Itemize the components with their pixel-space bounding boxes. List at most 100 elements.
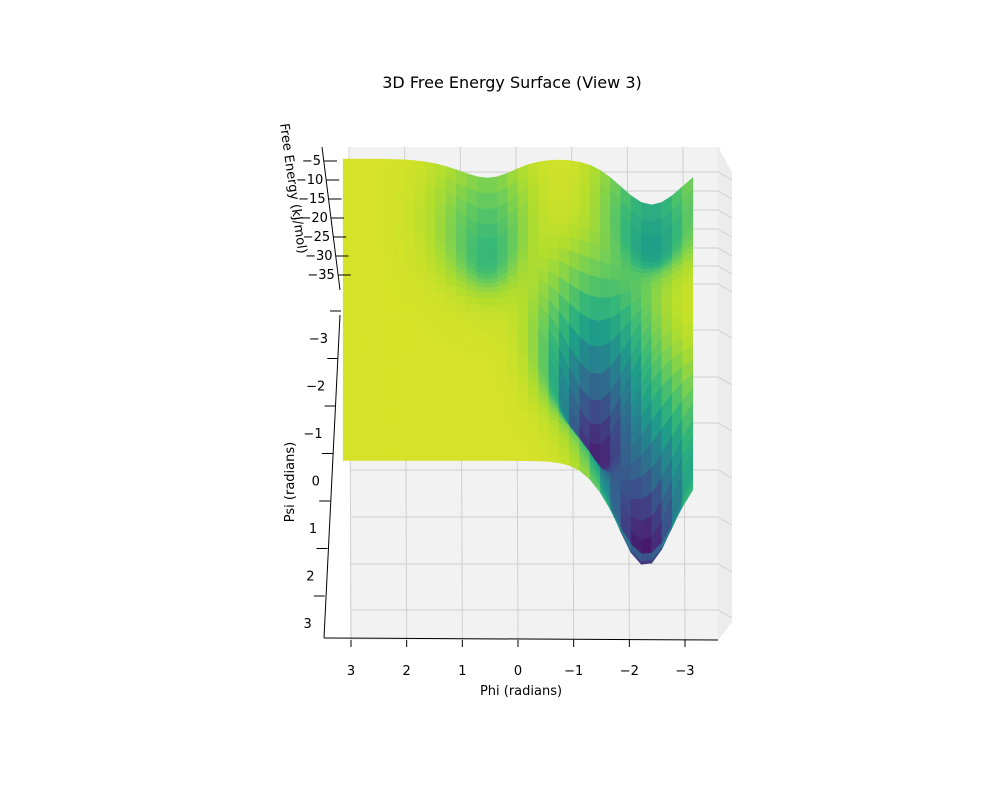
surface-cell — [373, 389, 385, 401]
surface-cell — [394, 239, 406, 252]
surface-cell — [383, 289, 395, 301]
surface-cell — [527, 268, 539, 281]
surface-cell — [466, 303, 478, 314]
surface-cell — [486, 389, 498, 401]
surface-cell — [445, 359, 457, 371]
surface-cell — [342, 329, 354, 341]
surface-cell — [435, 282, 447, 294]
surface-cell — [363, 399, 375, 411]
surface-cell — [589, 345, 601, 375]
surface-cell — [353, 158, 365, 170]
surface-cell — [342, 309, 354, 321]
surface-cell — [342, 379, 354, 391]
surface-cell — [383, 399, 395, 411]
z-tick-label: −15 — [298, 192, 325, 207]
surface-cell — [558, 223, 570, 238]
surface-cell — [425, 359, 437, 371]
surface-cell — [548, 234, 560, 249]
surface-cell — [455, 430, 467, 441]
surface-cell — [682, 484, 694, 508]
surface-cell — [497, 450, 509, 461]
surface-cell — [507, 370, 519, 383]
surface-cell — [435, 379, 447, 391]
surface-cell — [353, 299, 365, 311]
surface-cell — [548, 170, 560, 182]
surface-cell — [425, 369, 437, 381]
surface-cell — [383, 229, 395, 241]
surface-cell — [538, 431, 550, 443]
surface-cell — [342, 339, 354, 351]
surface-cell — [353, 168, 365, 180]
x-tick-label: 3 — [347, 664, 355, 679]
surface-cell — [373, 249, 385, 261]
surface-cell — [527, 421, 539, 433]
surface-cell — [342, 158, 354, 170]
surface-cell — [383, 440, 395, 451]
surface-cell — [445, 440, 457, 451]
surface-cell — [435, 369, 447, 381]
surface-cell — [404, 260, 416, 272]
surface-cell — [435, 349, 447, 361]
surface-cell — [599, 296, 611, 322]
surface-cell — [394, 359, 406, 371]
surface-cell — [486, 191, 498, 211]
surface-cell — [435, 409, 447, 421]
surface-cell — [342, 279, 354, 291]
surface-cell — [404, 190, 416, 204]
surface-cell — [363, 249, 375, 260]
surface-cell — [363, 219, 375, 230]
surface-cell — [517, 430, 529, 442]
surface-cell — [466, 419, 478, 431]
surface-cell — [455, 419, 467, 431]
surface-cell — [404, 440, 416, 451]
surface-cell — [589, 372, 601, 402]
y-tick-label: 3 — [304, 617, 312, 632]
surface-cell — [435, 389, 447, 401]
surface-cell — [497, 350, 509, 362]
surface-cell — [342, 229, 354, 240]
surface-cell — [486, 207, 498, 226]
surface-cell — [445, 292, 457, 304]
surface-cell — [435, 359, 447, 371]
surface-cell — [507, 410, 519, 422]
surface-cell — [414, 329, 426, 341]
surface-cell — [394, 249, 406, 261]
surface-cell — [363, 430, 375, 441]
surface-cell — [373, 319, 385, 331]
y-tick-label: 2 — [306, 570, 314, 585]
surface-cell — [558, 170, 570, 182]
surface-cell — [507, 430, 519, 441]
surface-cell — [373, 329, 385, 341]
surface-cell — [404, 359, 416, 371]
surface-cell — [517, 420, 529, 432]
surface-cell — [414, 359, 426, 371]
surface-cell — [455, 330, 467, 341]
surface-cell — [342, 249, 354, 260]
surface-cell — [353, 379, 365, 391]
surface-cell — [569, 160, 581, 173]
surface-cell — [414, 251, 426, 264]
surface-cell — [383, 389, 395, 401]
surface-cell — [466, 359, 478, 371]
surface-cell — [373, 219, 385, 231]
surface-cell — [363, 178, 375, 190]
surface-cell — [486, 430, 498, 441]
surface-cell — [342, 419, 354, 431]
y-axis-label: Psi (radians) — [283, 442, 298, 522]
surface-cell — [394, 450, 406, 461]
surface-cell — [363, 419, 375, 431]
surface-cell — [414, 450, 426, 461]
surface-cell — [394, 339, 406, 351]
surface-cell — [589, 319, 601, 348]
surface-cell — [497, 440, 509, 451]
surface-cell — [342, 209, 354, 220]
surface-cell — [497, 400, 509, 411]
surface-cell — [476, 440, 488, 451]
surface-cell — [373, 158, 385, 170]
surface-cell — [394, 409, 406, 421]
surface-cell — [394, 189, 406, 202]
grid-line — [717, 469, 733, 479]
surface-cell — [363, 359, 375, 371]
surface-cell — [363, 409, 375, 421]
surface-cell — [373, 399, 385, 411]
